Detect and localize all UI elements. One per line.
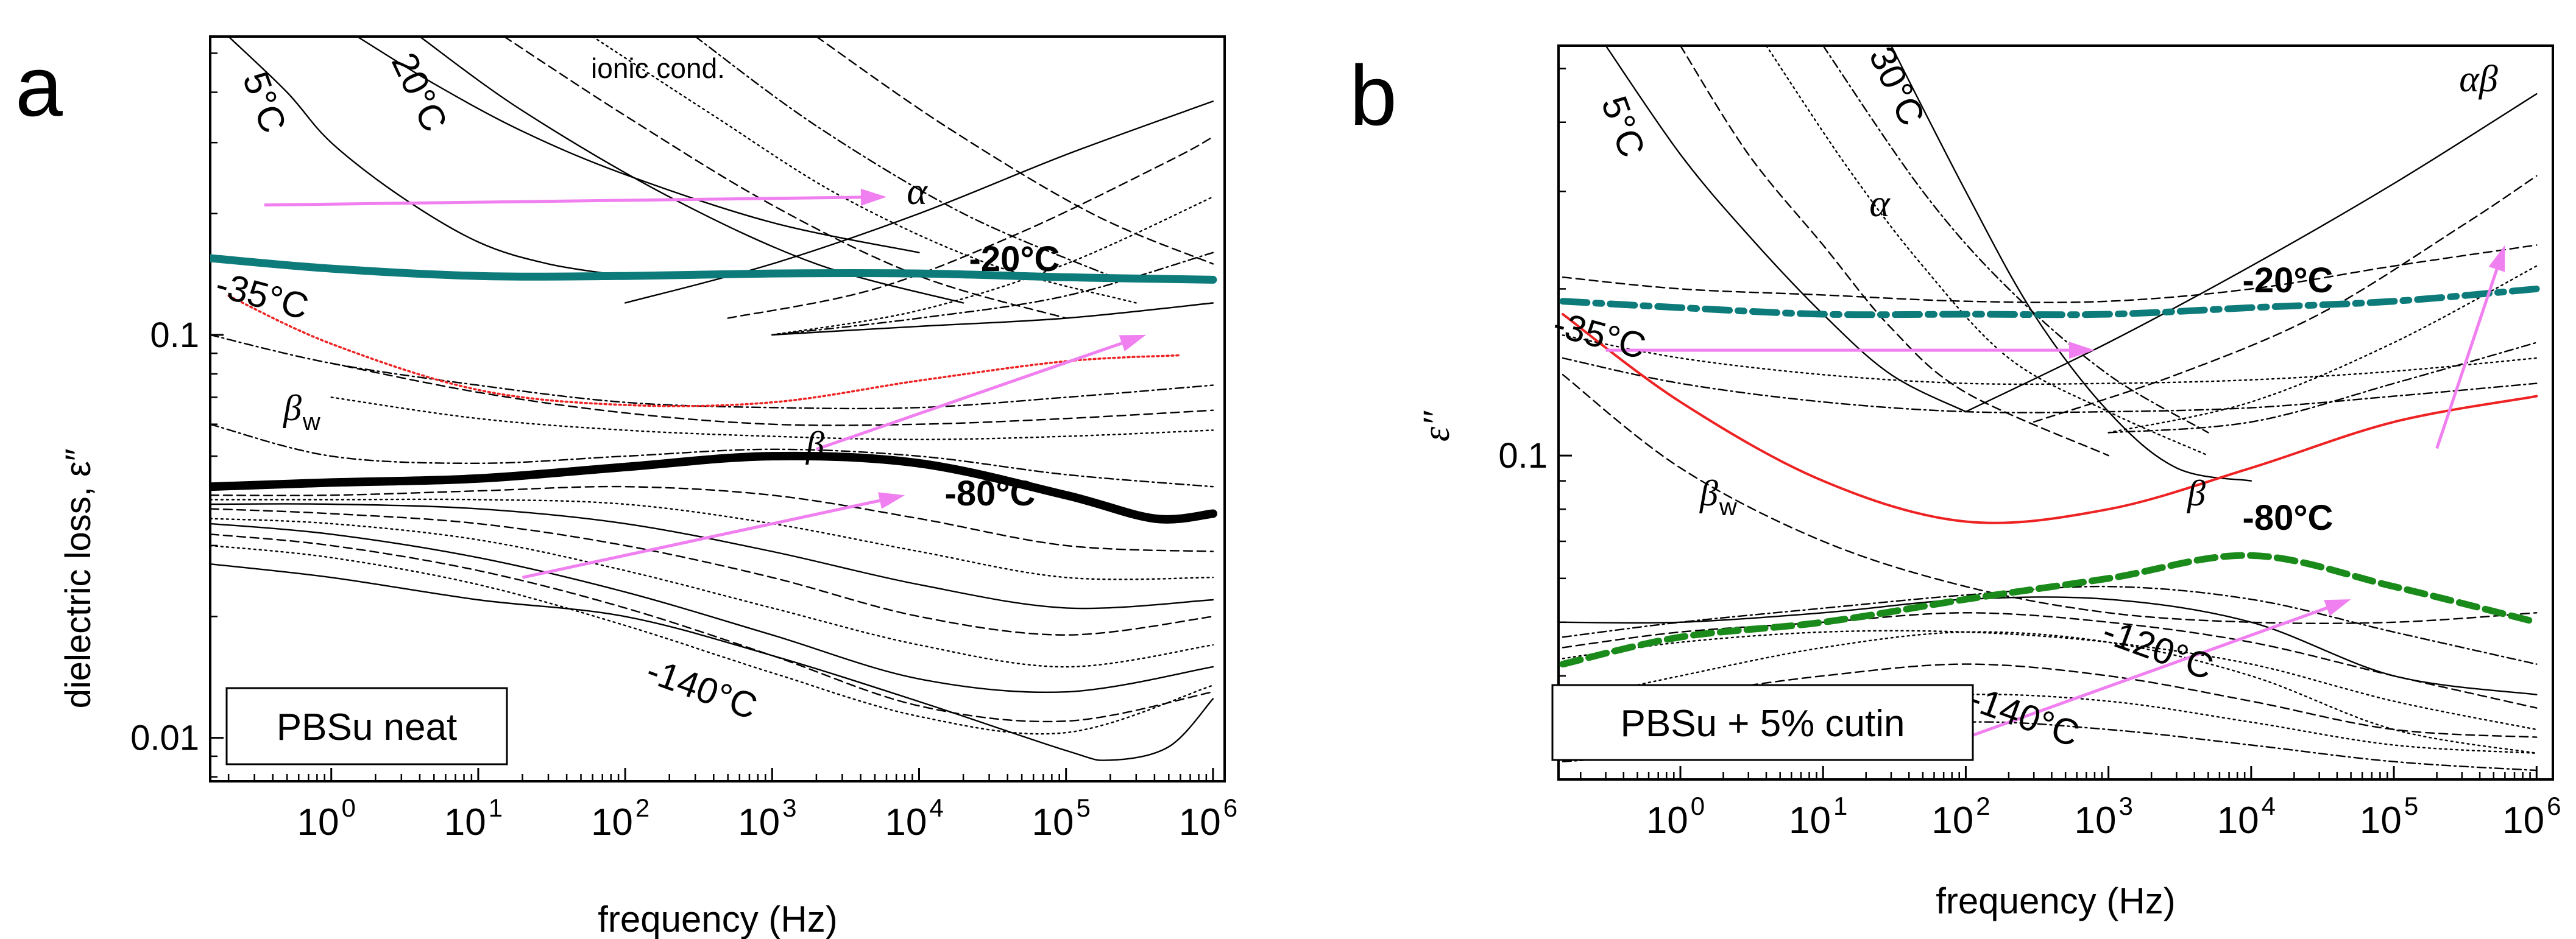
series-line-ionic-1 <box>1679 46 2109 457</box>
series-line-alpha-2 <box>727 136 1214 319</box>
curve-label-alpha: α <box>1869 181 1891 225</box>
series-line-beta-2 <box>1562 612 2538 709</box>
curve-label-alphabeta: αβ <box>2459 58 2498 100</box>
pink-arrow-shaft <box>1922 607 2327 755</box>
series-line-5-c <box>227 37 626 277</box>
series-line-mid-3 <box>1562 244 2538 303</box>
series-line-beta-6 <box>210 522 1214 694</box>
series-line--35-c <box>227 295 1182 407</box>
curve-label-t-m20: -20°C <box>2243 261 2334 300</box>
arrows-a <box>264 188 1146 579</box>
y-tick-label: 0.1 <box>150 315 199 355</box>
panel-letter-a: a <box>15 38 63 134</box>
series-line--80-c <box>210 451 1217 524</box>
legend-box-b <box>1551 684 1974 761</box>
curves-a <box>210 37 1217 761</box>
curve-label-t-m80: -80°C <box>945 474 1036 513</box>
curve-label-t-m20: -20°C <box>969 239 1060 279</box>
pink-arrow-head <box>2068 342 2095 359</box>
panel-letter-b: b <box>1350 47 1397 143</box>
curves-b <box>1559 46 2540 772</box>
series-line-mid-1 <box>1562 357 2538 413</box>
x-axis-label-b: frequency (Hz) <box>1936 881 2175 921</box>
series-line-alpha-4 <box>771 251 1214 336</box>
series-line-mid-2 <box>330 362 1214 426</box>
series-line-beta-5 <box>210 518 1214 668</box>
curve-label-t-m80: -80°C <box>2243 498 2334 538</box>
series-line-ionic-5 <box>815 37 1214 265</box>
series-line-5-c <box>1605 46 1967 413</box>
series-line-alpha-1 <box>1965 93 2538 413</box>
series-line--20-c <box>210 254 1217 284</box>
series-line-alpha-3 <box>771 196 1214 336</box>
series-line-beta-8 <box>210 544 1214 735</box>
series-line--80-c <box>1559 552 2540 668</box>
series-line-mid-3 <box>330 396 1214 440</box>
series-line-ionic-2 <box>503 37 1067 319</box>
pink-arrow-head <box>1119 334 1146 351</box>
series-line-20-c <box>356 37 920 253</box>
pink-arrow-head <box>2488 245 2505 272</box>
pink-arrow-shaft <box>816 342 1123 451</box>
pink-arrow-shaft <box>264 195 862 207</box>
y-axis-label-a: dielectric loss, ε″ <box>58 449 98 709</box>
arrows-b <box>1605 245 2505 755</box>
pink-arrow-shaft <box>2435 269 2499 449</box>
y-axis-label-b: ε″ <box>1416 410 1457 441</box>
series-line-beta-2 <box>210 498 1214 580</box>
legend-text-a: PBSu neat <box>277 706 457 748</box>
curve-label-beta: β <box>805 424 824 465</box>
series-line-alpha-5 <box>771 302 1214 336</box>
series-line-hi-1 <box>1562 374 2538 624</box>
pink-arrow-head <box>878 492 905 509</box>
curve-label-beta: β <box>2187 473 2206 513</box>
series-line-alpha-4 <box>2107 342 2538 434</box>
y-tick-label: 0.01 <box>130 719 199 758</box>
curve-label-alpha: α <box>907 169 928 213</box>
series-line-alpha-3 <box>2107 265 2538 434</box>
series-line-30-c <box>1890 46 2252 482</box>
plot-frame-a <box>209 35 1226 782</box>
series-line-ionic-4 <box>695 37 1111 277</box>
pink-arrow-head <box>2324 599 2351 616</box>
series-line-alpha-2 <box>2033 175 2538 423</box>
series-line-beta-4 <box>210 508 1214 636</box>
series-line--140-c <box>1562 631 2538 754</box>
curve-label-ionic: ionic cond. <box>591 52 725 84</box>
x-axis-label-a: frequency (Hz) <box>598 899 837 939</box>
series-line-ionic-1 <box>419 37 964 304</box>
series-line-bw-1 <box>210 423 1214 488</box>
pink-arrow-shaft <box>522 499 880 579</box>
legend-text-b: PBSu + 5% cutin <box>1621 703 1905 745</box>
plot-frame-b <box>1557 44 2554 781</box>
series-line--120-c <box>1562 596 2538 695</box>
y-tick-label: 0.1 <box>1498 436 1548 476</box>
x-tick-label: 103 <box>2074 792 2132 842</box>
pink-arrow-head <box>860 188 886 206</box>
series-line-beta-3 <box>1562 630 2538 731</box>
series-line--20-c <box>1559 285 2540 318</box>
series-line--35-c <box>1562 313 2538 524</box>
legend-box-a <box>225 687 508 765</box>
series-line-beta-7 <box>210 533 1214 723</box>
series-line-mid-2 <box>1562 334 2538 385</box>
